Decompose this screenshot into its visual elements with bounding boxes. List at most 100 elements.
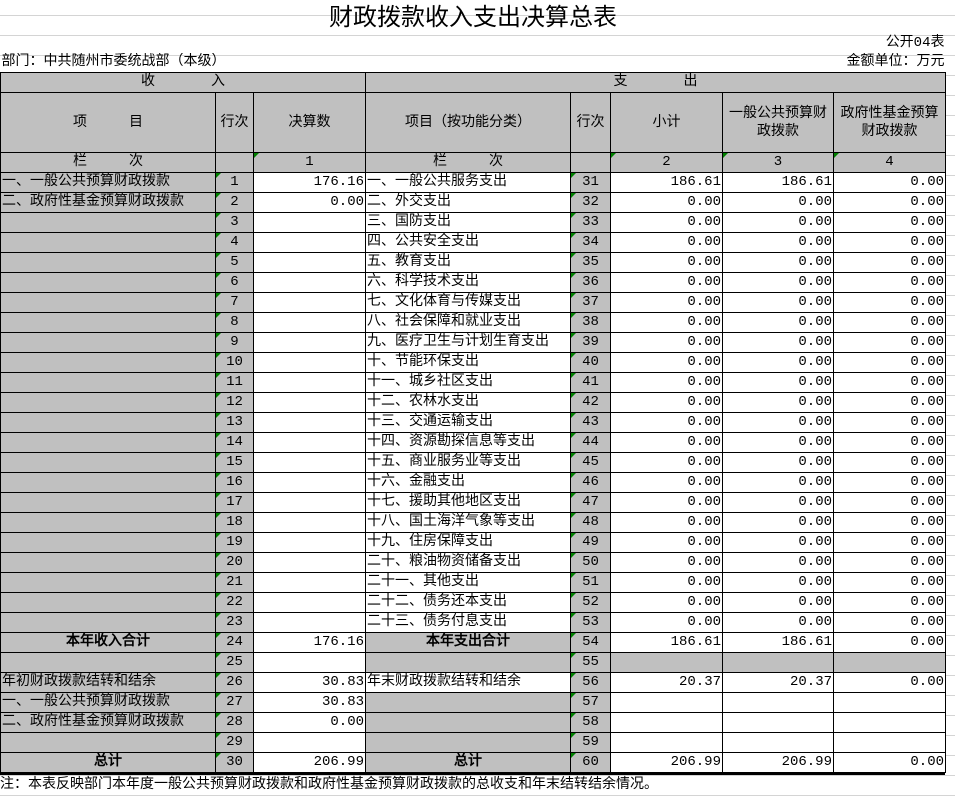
expense-fund: 0.00 — [833, 472, 946, 493]
index-2: 2 — [610, 152, 723, 173]
income-amount — [253, 532, 366, 553]
income-amount — [253, 592, 366, 613]
expense-general: 0.00 — [722, 252, 834, 273]
expense-general: 0.00 — [722, 492, 834, 513]
table-row: 19 十九、住房保障支出 49 0.00 0.00 0.00 — [0, 532, 946, 553]
income-amount — [253, 572, 366, 593]
income-item: 本年收入合计 — [0, 632, 216, 653]
table-row: 8 八、社会保障和就业支出 38 0.00 0.00 0.00 — [0, 312, 946, 333]
income-amount — [253, 352, 366, 373]
income-row-no: 2 — [215, 192, 254, 213]
expense-item: 十三、交通运输支出 — [365, 412, 571, 433]
table-row: 23 二十三、债务付息支出 53 0.00 0.00 0.00 — [0, 612, 946, 633]
income-row-no: 9 — [215, 332, 254, 353]
col-item: 项 目 — [0, 92, 216, 153]
table-row: 15 十五、商业服务业等支出 45 0.00 0.00 0.00 — [0, 452, 946, 473]
expense-row-no: 55 — [570, 652, 611, 673]
table-row: 13 十三、交通运输支出 43 0.00 0.00 0.00 — [0, 412, 946, 433]
table-row: 4 四、公共安全支出 34 0.00 0.00 0.00 — [0, 232, 946, 253]
expense-fund: 0.00 — [833, 172, 946, 193]
income-item — [0, 372, 216, 393]
table-row: 7 七、文化体育与传媒支出 37 0.00 0.00 0.00 — [0, 292, 946, 313]
income-item — [0, 272, 216, 293]
expense-item: 本年支出合计 — [365, 632, 571, 653]
table-row: 20 二十、粮油物资储备支出 50 0.00 0.00 0.00 — [0, 552, 946, 573]
income-amount — [253, 552, 366, 573]
expense-general: 0.00 — [722, 312, 834, 333]
expense-fund: 0.00 — [833, 412, 946, 433]
expense-row-no: 44 — [570, 432, 611, 453]
expense-fund: 0.00 — [833, 372, 946, 393]
col-subtotal: 小计 — [610, 92, 723, 153]
expense-general: 0.00 — [722, 532, 834, 553]
income-amount — [253, 312, 366, 333]
expense-fund — [833, 712, 946, 733]
expense-row-no: 58 — [570, 712, 611, 733]
table-row: 3 三、国防支出 33 0.00 0.00 0.00 — [0, 212, 946, 233]
expense-general: 20.37 — [722, 672, 834, 693]
income-row-no: 1 — [215, 172, 254, 193]
expense-row-no: 42 — [570, 392, 611, 413]
expense-subtotal: 0.00 — [610, 232, 723, 253]
expense-general — [722, 732, 834, 753]
footnote: 注：本表反映部门本年度一般公共预算财政拨款和政府性基金预算财政拨款的总收支和年末… — [0, 773, 945, 795]
income-row-no: 12 — [215, 392, 254, 413]
expense-subtotal: 0.00 — [610, 372, 723, 393]
expense-row-no: 40 — [570, 352, 611, 373]
income-amount: 176.16 — [253, 172, 366, 193]
income-item — [0, 352, 216, 373]
income-item — [0, 392, 216, 413]
table-row: 25 55 — [0, 652, 946, 673]
expense-row-no: 52 — [570, 592, 611, 613]
expense-fund: 0.00 — [833, 612, 946, 633]
department-label: 部门：中共随州市委统战部（本级） — [1, 54, 226, 70]
expense-item: 十、节能环保支出 — [365, 352, 571, 373]
table-row: 16 十六、金融支出 46 0.00 0.00 0.00 — [0, 472, 946, 493]
expense-general: 186.61 — [722, 632, 834, 653]
income-amount — [253, 472, 366, 493]
income-row-no: 18 — [215, 512, 254, 533]
expense-subtotal: 20.37 — [610, 672, 723, 693]
expense-subtotal: 0.00 — [610, 492, 723, 513]
expense-item: 四、公共安全支出 — [365, 232, 571, 253]
income-item — [0, 452, 216, 473]
table-row: 11 十一、城乡社区支出 41 0.00 0.00 0.00 — [0, 372, 946, 393]
table-row: 本年收入合计 24 176.16 本年支出合计 54 186.61 186.61 0.00 — [0, 632, 946, 653]
expense-item: 二十、粮油物资储备支出 — [365, 552, 571, 573]
expense-subtotal: 0.00 — [610, 292, 723, 313]
income-item: 一、一般公共预算财政拨款 — [0, 172, 216, 193]
income-item: 一、一般公共预算财政拨款 — [0, 692, 216, 713]
expense-general: 0.00 — [722, 592, 834, 613]
expense-general — [722, 652, 834, 673]
expense-fund: 0.00 — [833, 532, 946, 553]
expense-subtotal: 0.00 — [610, 432, 723, 453]
income-amount — [253, 652, 366, 673]
expense-subtotal: 186.61 — [610, 172, 723, 193]
expense-item: 七、文化体育与传媒支出 — [365, 292, 571, 313]
expense-fund: 0.00 — [833, 212, 946, 233]
income-item — [0, 652, 216, 673]
income-row-no: 10 — [215, 352, 254, 373]
income-amount — [253, 392, 366, 413]
income-amount — [253, 332, 366, 353]
col-exp-row-no: 行次 — [570, 92, 611, 153]
income-amount: 30.83 — [253, 692, 366, 713]
expense-item: 六、科学技术支出 — [365, 272, 571, 293]
income-row-no: 3 — [215, 212, 254, 233]
expense-item: 三、国防支出 — [365, 212, 571, 233]
table-row: 22 二十二、债务还本支出 52 0.00 0.00 0.00 — [0, 592, 946, 613]
index-blank — [215, 152, 254, 173]
table-row: 12 十二、农林水支出 42 0.00 0.00 0.00 — [0, 392, 946, 413]
expense-row-no: 34 — [570, 232, 611, 253]
expense-row-no: 53 — [570, 612, 611, 633]
expense-row-no: 51 — [570, 572, 611, 593]
expense-fund: 0.00 — [833, 432, 946, 453]
expense-general: 0.00 — [722, 272, 834, 293]
expense-item — [365, 692, 571, 713]
income-row-no: 6 — [215, 272, 254, 293]
income-item — [0, 612, 216, 633]
income-row-no: 22 — [215, 592, 254, 613]
expense-item: 十一、城乡社区支出 — [365, 372, 571, 393]
expense-fund: 0.00 — [833, 512, 946, 533]
income-amount — [253, 232, 366, 253]
